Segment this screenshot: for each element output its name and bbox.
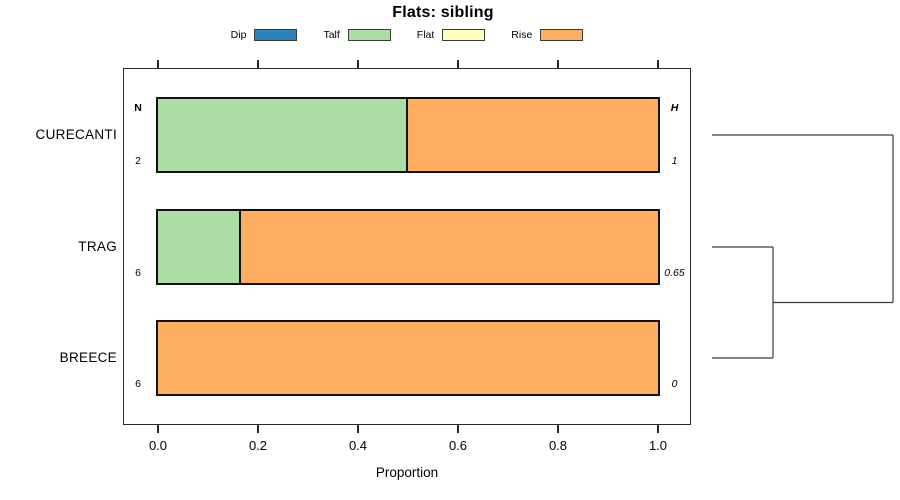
x-axis-tick-label: 0.4 (348, 438, 368, 453)
x-axis-top-tick (557, 60, 559, 68)
chart-title: Flats: sibling (392, 4, 494, 21)
x-axis-tick-label: 0.8 (548, 438, 568, 453)
h-column-header: H (670, 102, 679, 114)
legend-label: Talf (323, 29, 340, 41)
x-axis-bottom-tick (257, 425, 259, 433)
legend-swatch-talf (347, 29, 391, 41)
x-axis-tick-label: 0.2 (248, 438, 268, 453)
bar-segment-talf (158, 211, 242, 283)
x-axis-label: Proportion (375, 465, 439, 480)
legend-item-talf: Talf (323, 29, 391, 41)
x-axis-bottom-tick (157, 425, 159, 433)
bar-segment-rise (241, 211, 658, 283)
legend-label: Rise (511, 29, 533, 41)
x-axis-tick-label: 1.0 (648, 438, 668, 453)
bar-segment-rise (158, 322, 658, 394)
x-axis-bottom-tick (457, 425, 459, 433)
h-value-curecanti: 1 (671, 155, 678, 167)
n-value-trag: 6 (135, 267, 141, 279)
stacked-bar-curecanti (156, 97, 660, 173)
bar-segment-rise (408, 99, 658, 171)
x-axis-top-tick (357, 60, 359, 68)
x-axis-tick-label: 0.6 (448, 438, 468, 453)
n-column-header: N (134, 102, 142, 114)
legend-item-dip: Dip (231, 29, 298, 41)
legend-swatch-dip (254, 29, 298, 41)
x-axis-top-tick (457, 60, 459, 68)
stacked-bar-trag (156, 209, 660, 285)
category-label-curecanti: CURECANTI (35, 127, 117, 142)
legend-item-flat: Flat (417, 29, 486, 41)
bar-segment-talf (158, 99, 408, 171)
h-value-trag: 0.65 (664, 267, 685, 279)
legend: Dip Talf Flat Rise (123, 28, 691, 42)
x-axis-tick-label: 0.0 (148, 438, 168, 453)
x-axis-top-tick (157, 60, 159, 68)
stacked-bar-breece (156, 320, 660, 396)
n-value-curecanti: 2 (135, 155, 141, 167)
x-axis-top-tick (657, 60, 659, 68)
x-axis-bottom-tick (557, 425, 559, 433)
legend-label: Dip (230, 29, 247, 41)
legend-label: Flat (416, 29, 435, 41)
category-label-trag: TRAG (78, 239, 117, 254)
n-value-breece: 6 (135, 378, 141, 390)
legend-item-rise: Rise (511, 29, 584, 41)
x-axis-top-tick (257, 60, 259, 68)
legend-swatch-rise (540, 29, 584, 41)
x-axis-bottom-tick (657, 425, 659, 433)
h-value-breece: 0 (671, 378, 678, 390)
legend-swatch-flat (442, 29, 486, 41)
x-axis-bottom-tick (357, 425, 359, 433)
category-label-breece: BREECE (59, 350, 117, 365)
